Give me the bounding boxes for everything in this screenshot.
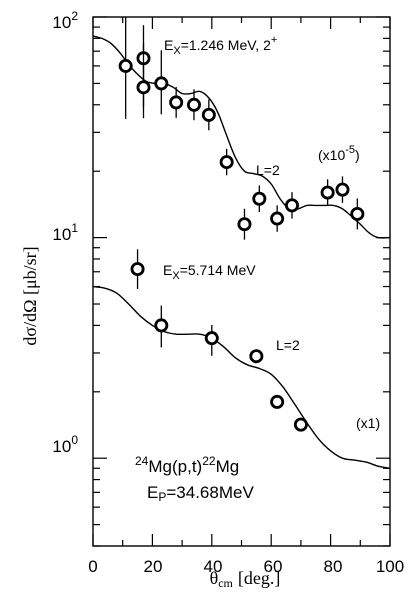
data-point-upper xyxy=(252,191,267,206)
data-point-lower xyxy=(270,394,285,409)
fit-curve-upper xyxy=(92,35,391,239)
upper-scale-label: (x10-5) xyxy=(318,144,360,163)
x-tick-label-60: 60 xyxy=(264,557,283,576)
x-tick-label-20: 20 xyxy=(144,557,163,576)
data-point-upper xyxy=(154,76,169,91)
y-tick-label-1e2: 102 xyxy=(52,9,78,32)
x-tick-label-40: 40 xyxy=(204,557,223,576)
data-point-upper xyxy=(350,206,365,221)
data-point-lower xyxy=(249,349,264,364)
lower-fit-label: L=2 xyxy=(276,337,300,353)
y-tick-label-1e1: 101 xyxy=(52,221,78,244)
beam-energy-label: EP=34.68MeV xyxy=(147,483,254,504)
fit-curve-lower xyxy=(92,285,391,469)
data-point-upper xyxy=(118,58,133,73)
data-point-upper xyxy=(169,95,184,110)
reaction-label: 24Mg(p,t)22Mg xyxy=(135,454,239,476)
lower-scale-label: (x1) xyxy=(356,415,380,431)
data-point-upper xyxy=(186,97,201,112)
x-tick-labels: 0 20 40 60 80 100 xyxy=(88,557,404,576)
data-point-upper xyxy=(270,211,285,226)
x-axis-label: θcm [deg.] xyxy=(210,568,281,590)
lower-level-label: EX=5.714 MeV xyxy=(163,262,256,282)
y-axis-label: dσ/dΩ [μb/sr] xyxy=(20,246,40,345)
data-point-lower xyxy=(293,417,308,432)
data-point-upper xyxy=(320,185,335,200)
axes xyxy=(92,16,391,547)
data-point-upper xyxy=(237,217,252,232)
data-point-upper xyxy=(335,182,350,197)
x-tick-label-0: 0 xyxy=(88,557,97,576)
data-point-upper xyxy=(136,80,151,95)
data-point-upper xyxy=(284,198,299,213)
y-tick-labels: 102 101 100 xyxy=(52,9,78,456)
data-points xyxy=(118,17,365,432)
fit-curves xyxy=(92,35,391,469)
y-tick-label-1e0: 100 xyxy=(52,433,78,456)
data-point-upper xyxy=(201,107,216,122)
data-point-lower xyxy=(154,318,169,333)
data-point-lower xyxy=(130,262,145,277)
upper-level-label: EX=1.246 MeV, 2+ xyxy=(164,34,277,57)
upper-fit-label: L=2 xyxy=(256,162,280,178)
data-point-upper xyxy=(219,155,234,170)
x-tick-label-80: 80 xyxy=(324,557,343,576)
data-point-lower xyxy=(204,331,219,346)
x-tick-label-100: 100 xyxy=(376,557,404,576)
